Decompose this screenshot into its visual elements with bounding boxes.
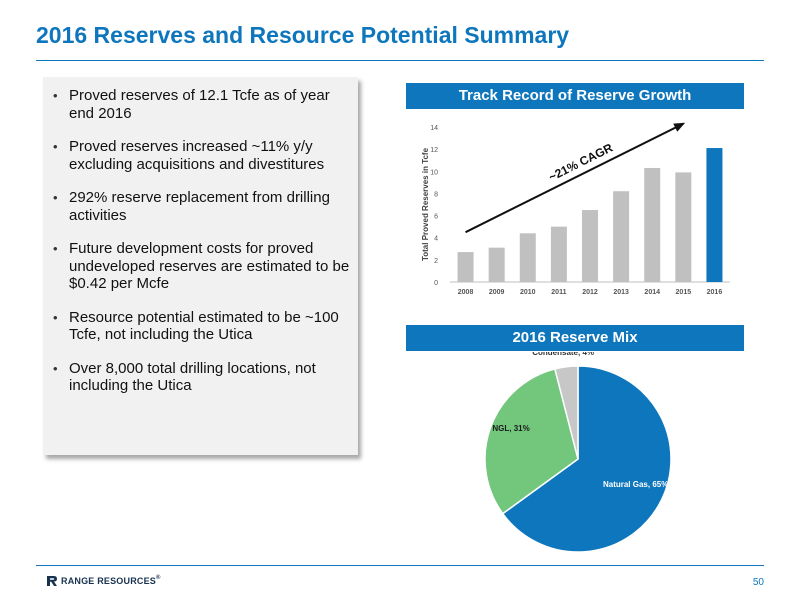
bullet-item: 292% reserve replacement from drilling a… [53, 189, 353, 224]
range-resources-logo: RANGE RESOURCES ® [46, 574, 161, 588]
bar-2013 [613, 191, 630, 282]
bar-chart-title: Track Record of Reserve Growth [406, 83, 744, 109]
pie-label: Condensate, 4% [532, 352, 594, 357]
x-tick-label: 2012 [582, 289, 598, 296]
bar-2014 [644, 167, 661, 282]
bullet-item: Future development costs for proved unde… [53, 240, 353, 293]
y-tick-label: 4 [434, 236, 438, 243]
x-tick-label: 2015 [676, 289, 692, 296]
summary-bullet-list: Proved reserves of 12.1 Tcfe as of year … [53, 87, 353, 411]
pie-label: NGL, 31% [492, 424, 529, 433]
page-title: 2016 Reserves and Resource Potential Sum… [36, 22, 570, 48]
summary-panel: Proved reserves of 12.1 Tcfe as of year … [43, 77, 358, 455]
bullet-item: Proved reserves increased ~11% y/y exclu… [53, 138, 353, 173]
pie-chart-title: 2016 Reserve Mix [406, 325, 744, 351]
bar-2009 [488, 247, 505, 282]
bar-2016 [706, 148, 723, 282]
y-tick-label: 2 [434, 258, 438, 265]
bullet-item: Proved reserves of 12.1 Tcfe as of year … [53, 87, 353, 122]
pie-label: Natural Gas, 65% [603, 480, 668, 489]
y-tick-label: 6 [434, 214, 438, 221]
page-number: 50 [752, 577, 764, 588]
x-tick-label: 2009 [489, 289, 505, 296]
x-tick-label: 2010 [520, 289, 536, 296]
y-tick-label: 10 [430, 169, 438, 176]
y-tick-label: 0 [434, 280, 438, 287]
x-tick-label: 2008 [458, 289, 474, 296]
bullet-item: Resource potential estimated to be ~100 … [53, 309, 353, 344]
logo-registered-mark: ® [156, 575, 161, 581]
bar-2015 [675, 172, 692, 282]
bar-2008 [457, 252, 474, 282]
logo-wordmark: RANGE RESOURCES [61, 576, 157, 586]
y-tick-label: 8 [434, 191, 438, 198]
x-tick-label: 2014 [644, 289, 660, 296]
x-tick-label: 2013 [613, 289, 629, 296]
x-tick-label: 2016 [707, 289, 723, 296]
bar-2010 [519, 233, 536, 282]
footer-divider [36, 565, 764, 566]
trend-arrow-head [673, 122, 686, 132]
x-tick-label: 2011 [551, 289, 566, 296]
y-axis-title: Total Proved Reserves in Tcfe [421, 147, 430, 261]
bar-2011 [550, 226, 567, 282]
y-tick-label: 14 [430, 125, 438, 132]
pie-slice-natural-gas [501, 365, 672, 553]
reserve-mix-pie-chart: Natural Gas, 65% NGL, 31% Condensate, 4% [484, 352, 672, 553]
y-tick-label: 12 [430, 147, 438, 154]
bar-2012 [582, 210, 598, 282]
trend-arrow-line [465, 122, 684, 234]
title-divider [36, 60, 764, 61]
range-logo-icon [47, 576, 57, 586]
pie-slice-ngl [484, 368, 579, 515]
reserve-growth-bar-chart: Total Proved Reserves in Tcfe 0 2 4 6 8 10 12 14… [421, 122, 730, 296]
pie-slice-condensate [553, 365, 579, 460]
bullet-item: Over 8,000 total drilling locations, not… [53, 360, 353, 395]
